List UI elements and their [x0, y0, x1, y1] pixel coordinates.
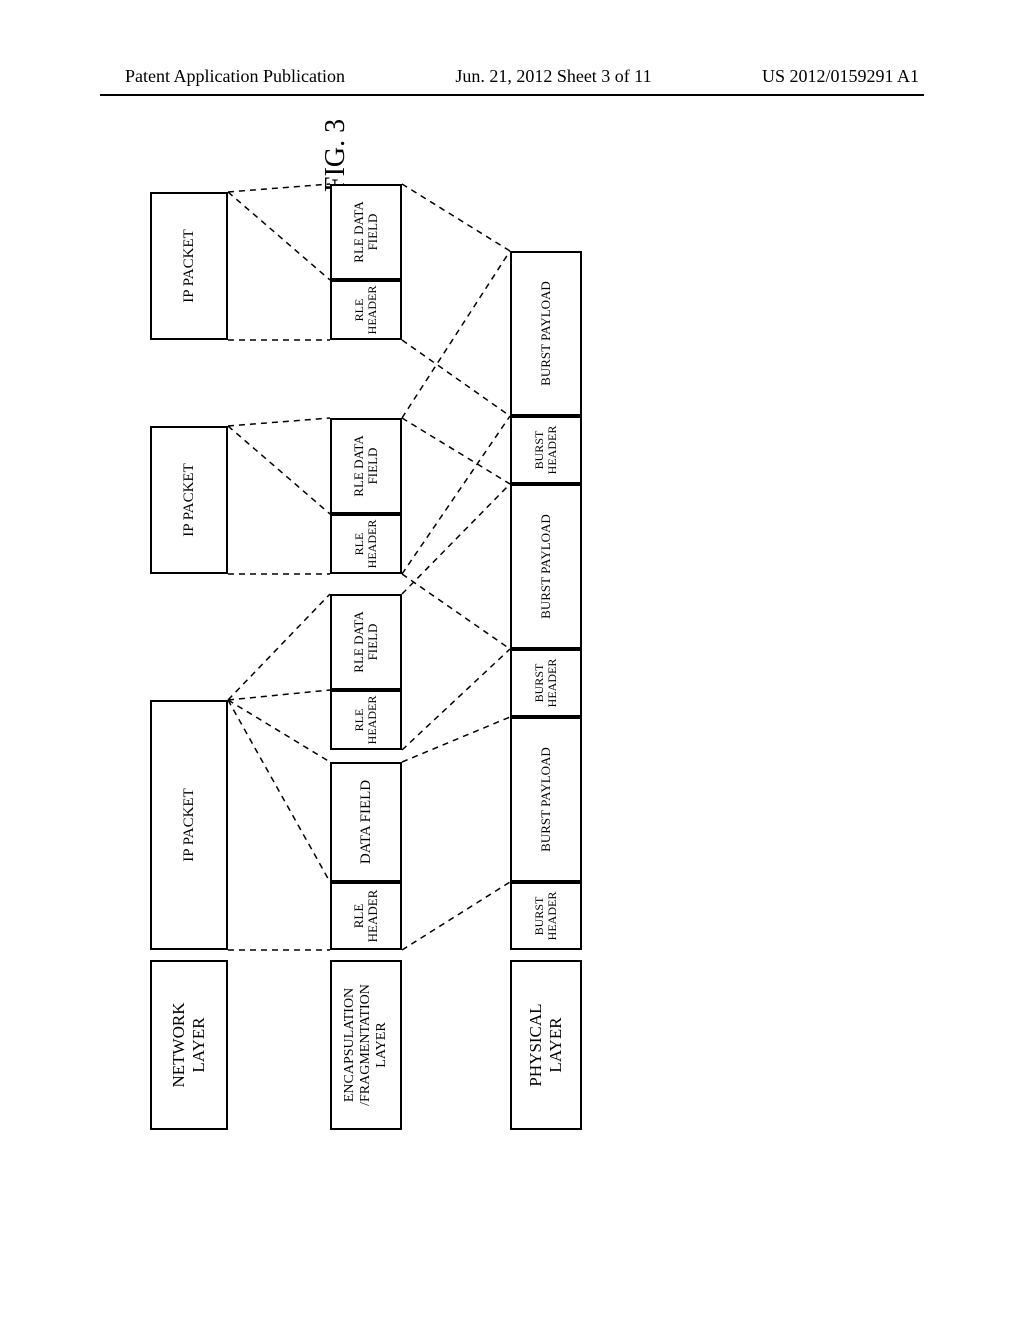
header-rule [100, 94, 924, 96]
rle-header-4: RLEHEADER [330, 280, 402, 340]
ip-packet-2: IP PACKET [150, 426, 228, 574]
burst-header-2: BURSTHEADER [510, 649, 582, 717]
rle-data-field-4: RLE DATAFIELD [330, 184, 402, 280]
burst-payload-2: BURST PAYLOAD [510, 484, 582, 649]
rle-data-field-2: RLE DATAFIELD [330, 594, 402, 690]
rle-data-field-3: RLE DATAFIELD [330, 418, 402, 514]
connector-lines [150, 150, 710, 1130]
burst-header-1: BURSTHEADER [510, 882, 582, 950]
protocol-stack-diagram: NETWORKLAYER IP PACKET IP PACKET IP PACK… [150, 150, 710, 1130]
network-layer-label: NETWORKLAYER [150, 960, 228, 1130]
rle-header-2: RLEHEADER [330, 690, 402, 750]
ip-packet-1: IP PACKET [150, 700, 228, 950]
rle-header-3: RLEHEADER [330, 514, 402, 574]
data-field-1: DATA FIELD [330, 762, 402, 882]
burst-payload-1: BURST PAYLOAD [510, 717, 582, 882]
encap-layer-label: ENCAPSULATION/FRAGMENTATIONLAYER [330, 960, 402, 1130]
burst-payload-3: BURST PAYLOAD [510, 251, 582, 416]
header-right: US 2012/0159291 A1 [762, 66, 919, 87]
physical-layer-label: PHYSICALLAYER [510, 960, 582, 1130]
header-left: Patent Application Publication [125, 66, 345, 87]
rle-header-1: RLEHEADER [330, 882, 402, 950]
header-mid: Jun. 21, 2012 Sheet 3 of 11 [455, 66, 651, 87]
ip-packet-3: IP PACKET [150, 192, 228, 340]
burst-header-3: BURSTHEADER [510, 416, 582, 484]
page-header: Patent Application Publication Jun. 21, … [0, 66, 1024, 87]
